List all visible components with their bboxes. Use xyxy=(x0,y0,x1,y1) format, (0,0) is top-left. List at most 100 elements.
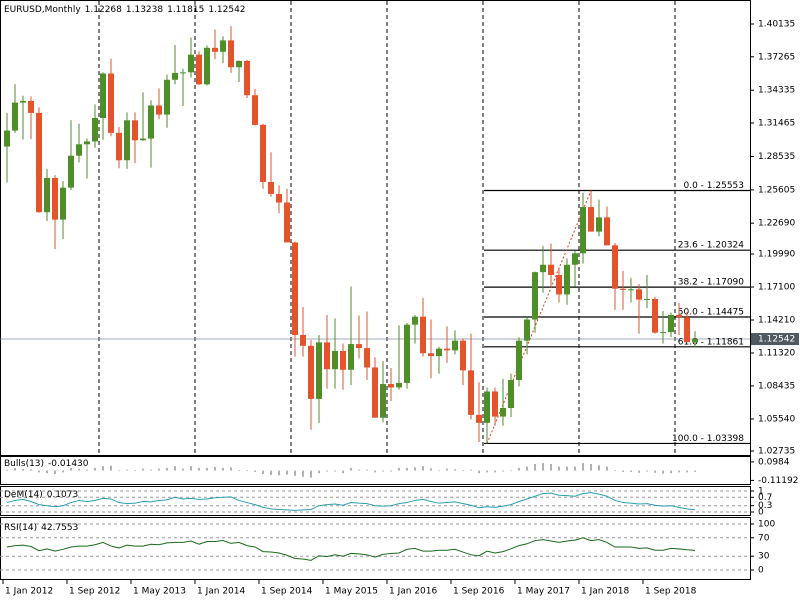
histogram-bar xyxy=(598,465,600,471)
readout-value: 42.7553 xyxy=(41,523,78,533)
histogram-bar xyxy=(142,468,144,471)
candle-body xyxy=(348,344,354,370)
histogram-bar xyxy=(654,470,656,473)
candle-body xyxy=(380,384,386,418)
y-tick-label: 1.11320 xyxy=(758,348,795,358)
candle-body xyxy=(236,60,242,68)
histogram-bar xyxy=(230,467,232,471)
candle-body xyxy=(364,348,370,368)
candle-body xyxy=(508,380,514,409)
histogram-bar xyxy=(286,470,288,475)
panel-title: RSI(14) 42.7553 xyxy=(4,523,78,533)
histogram-bar xyxy=(534,463,536,471)
x-tick-label: 1 Sep 2012 xyxy=(69,587,120,597)
candle-body xyxy=(244,60,250,96)
candle-body xyxy=(92,118,98,142)
main-panel xyxy=(0,0,751,456)
readout-value: 0.1073 xyxy=(47,490,79,500)
candle-body xyxy=(460,340,466,371)
histogram-bar xyxy=(342,470,344,474)
histogram-bar xyxy=(382,470,384,472)
y-tick-label: 70 xyxy=(758,533,770,543)
candle-body xyxy=(36,112,42,213)
histogram-bar xyxy=(166,467,168,471)
candle-body xyxy=(580,207,586,254)
candle-body xyxy=(476,414,482,423)
histogram-bar xyxy=(670,470,672,474)
indicator-name: Bulls(13) xyxy=(4,459,44,469)
candle-body xyxy=(468,370,474,415)
y-tick-label: 1.31465 xyxy=(758,118,795,128)
candle-body xyxy=(132,120,138,141)
symbol-period: EURUSD,Monthly xyxy=(4,5,81,15)
fib-label: 100.0 - 1.03398 xyxy=(672,434,744,444)
histogram-bar xyxy=(470,469,472,471)
candle-body xyxy=(412,316,418,325)
histogram-bar xyxy=(174,466,176,471)
ohlc-value: 1.12542 xyxy=(208,5,245,15)
candle-body xyxy=(532,272,538,320)
y-tick-label: 1.17100 xyxy=(758,282,795,292)
y-tick-label: 0.7 xyxy=(758,493,772,503)
candle-body xyxy=(540,264,546,273)
candle-body xyxy=(340,350,346,370)
x-tick-label: 1 Sep 2014 xyxy=(261,587,313,597)
candle-body xyxy=(500,408,506,417)
candle-body xyxy=(52,177,58,220)
candle-body xyxy=(524,319,530,341)
histogram-bar xyxy=(366,469,368,471)
candle-body xyxy=(684,317,690,343)
histogram-bar xyxy=(358,469,360,471)
histogram-bar xyxy=(182,468,184,471)
y-tick-label: 1.25605 xyxy=(758,185,795,195)
histogram-bar xyxy=(694,470,696,472)
histogram-bar xyxy=(278,470,280,476)
histogram-bar xyxy=(198,467,200,471)
y-tick-label: 1.19990 xyxy=(758,250,795,260)
y-tick-label: 30 xyxy=(758,552,770,562)
candle-body xyxy=(276,193,282,203)
dem-panel xyxy=(0,486,751,516)
x-tick-label: 1 Sep 2018 xyxy=(645,587,697,597)
candle-body xyxy=(676,314,682,318)
candle-body xyxy=(124,120,130,161)
candle-body xyxy=(100,73,106,119)
ohlc-value: 1.11815 xyxy=(167,5,204,15)
y-tick-label: 100 xyxy=(758,520,775,530)
candle-body xyxy=(604,217,610,246)
candle-body xyxy=(636,289,642,300)
histogram-bar xyxy=(262,470,264,475)
histogram-bar xyxy=(110,465,112,471)
histogram-bar xyxy=(446,468,448,471)
x-tick-label: 1 Jan 2018 xyxy=(581,587,629,597)
histogram-bar xyxy=(30,469,32,471)
candle-body xyxy=(388,384,394,388)
histogram-bar xyxy=(430,468,432,471)
y-tick-label: 0.0984 xyxy=(758,457,790,467)
histogram-bar xyxy=(614,470,616,471)
candle-body xyxy=(108,73,114,133)
candle-body xyxy=(332,350,338,370)
y-tick-label: 0 xyxy=(758,508,764,518)
y-tick-label: 1 xyxy=(758,487,764,497)
y-tick-label: 1.08435 xyxy=(758,381,795,391)
histogram-bar xyxy=(414,467,416,471)
y-tick-label: 1.22690 xyxy=(758,219,795,229)
candle-body xyxy=(644,298,650,300)
candle-body xyxy=(212,47,218,52)
candle-body xyxy=(76,144,82,156)
histogram-bar xyxy=(158,468,160,471)
histogram-bar xyxy=(294,470,296,476)
candle-body xyxy=(308,345,314,399)
histogram-bar xyxy=(478,470,480,474)
candle-body xyxy=(252,95,258,125)
x-tick-label: 1 May 2015 xyxy=(325,587,378,597)
candle-body xyxy=(396,382,402,388)
fib-trendline xyxy=(486,190,592,444)
indicator-name: RSI(14) xyxy=(4,523,37,533)
histogram-bar xyxy=(662,470,664,474)
candle-body xyxy=(60,187,66,220)
histogram-bar xyxy=(222,467,224,471)
histogram-bar xyxy=(398,467,400,471)
